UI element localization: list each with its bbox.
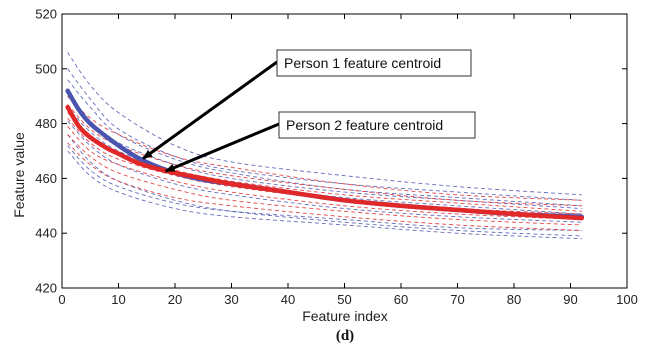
x-tick-label-90: 90 [563,292,577,307]
annotation-person-2-centroid: Person 2 feature centroid [164,111,476,173]
y-tick-label-420: 420 [35,281,57,296]
x-tick-label-30: 30 [224,292,238,307]
ticks: 0 10 20 30 40 50 60 70 80 90 100 420 440 460 480 500 520 [35,7,638,308]
x-tick-label-40: 40 [281,292,295,307]
y-tick-label-500: 500 [35,61,57,76]
sample-line-10 [67,150,582,240]
y-axis-title: Feature value [11,132,27,218]
sample-line-7 [67,120,582,223]
x-tick-label-0: 0 [58,292,65,307]
sample-line-12 [67,104,582,207]
annotation-arrow [164,122,280,173]
y-tick-label-480: 480 [35,116,57,131]
annotation-label: Person 1 feature centroid [284,55,441,71]
y-tick-label-460: 460 [35,171,57,186]
annotation-box [276,49,472,77]
sample-line-8 [67,134,582,237]
annotation-arrow [142,60,278,160]
x-tick-label-50: 50 [337,292,351,307]
y-tick-label-440: 440 [35,226,57,241]
figure-caption: (d) [336,328,354,344]
x-tick-label-10: 10 [111,292,125,307]
sample-line-4 [67,79,582,207]
sample-lines [67,52,582,240]
annotation-label: Person 2 feature centroid [286,117,443,133]
sample-line-17 [67,142,582,231]
sample-line-11 [67,95,582,201]
centroid-lines [65,88,585,221]
sample-line-6 [67,106,582,215]
annotations: Person 1 feature centroid Person 2 featu… [142,49,476,173]
x-tick-label-70: 70 [450,292,464,307]
y-tick-label-520: 520 [35,7,57,22]
annotation-box [278,111,476,139]
sample-line-14 [67,117,582,215]
sample-line-9 [67,145,582,231]
x-tick-label-80: 80 [507,292,521,307]
sample-line-15 [67,126,582,220]
x-axis-title: Feature index [302,308,388,324]
centroid-line-1 [65,104,585,221]
annotation-person-1-centroid: Person 1 feature centroid [142,49,472,160]
sample-line-3 [67,68,582,201]
x-tick-label-60: 60 [394,292,408,307]
x-tick-label-20: 20 [168,292,182,307]
sample-line-16 [67,134,582,226]
x-tick-label-100: 100 [616,292,638,307]
sample-line-2 [67,52,582,196]
